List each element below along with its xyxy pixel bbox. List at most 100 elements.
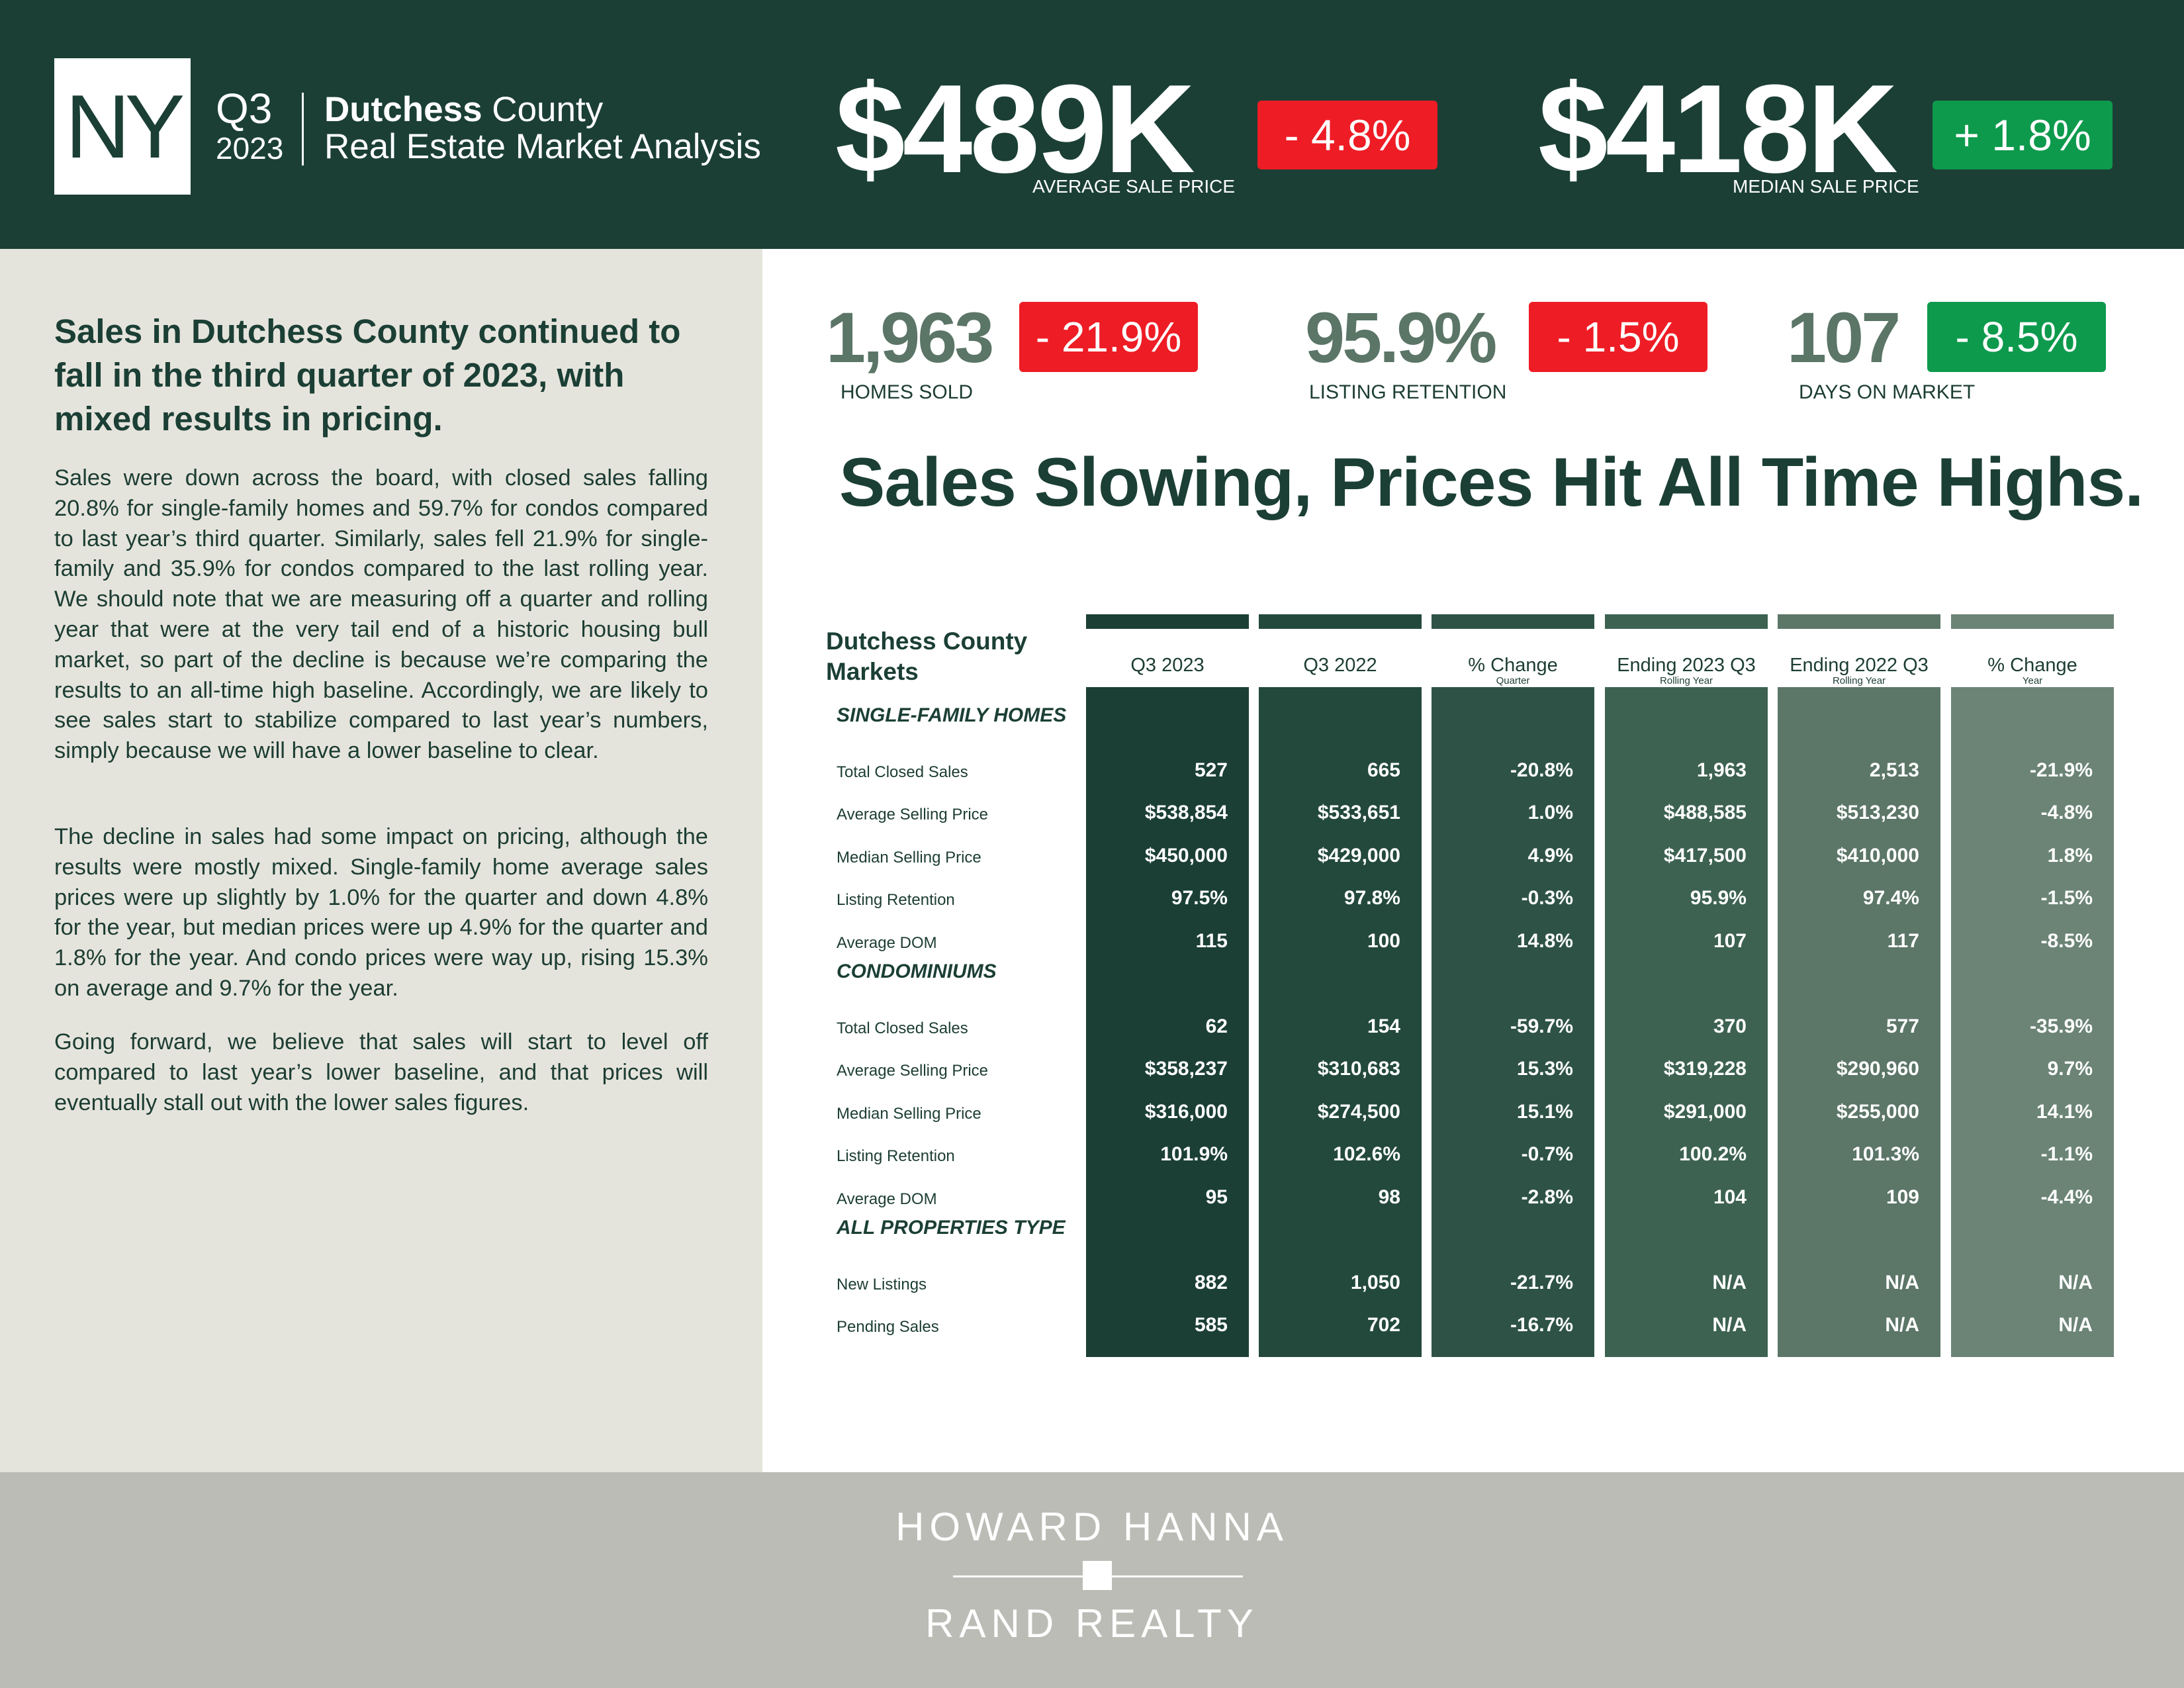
column-top-bar bbox=[1259, 614, 1422, 629]
county-name: Dutchess bbox=[324, 90, 482, 129]
table-cell: 1.0% bbox=[1527, 802, 1573, 823]
table-cell: 117 bbox=[1887, 929, 1919, 952]
column-body: 665 $533,651 $429,000 97.8% 100 154 $310,683 $2… bbox=[1259, 687, 1422, 1357]
body-paragraph-3: Going forward, we believe that sales wil… bbox=[54, 1029, 708, 1115]
row-label: Pending Sales bbox=[837, 1318, 939, 1336]
table-cell: 97.5% bbox=[1171, 887, 1228, 909]
table-column-1: Q3 2023 527 $538,854 $450,000 97.5% 115 62 $358… bbox=[1086, 614, 1249, 1357]
column-header: % Change Quarter bbox=[1432, 629, 1594, 686]
table-cell: 4.9% bbox=[1527, 844, 1573, 867]
state-abbr: NY bbox=[65, 76, 185, 177]
column-header-label: Ending 2023 Q3 bbox=[1617, 655, 1756, 676]
table-cell: -0.7% bbox=[1521, 1143, 1573, 1165]
report-subtitle: Real Estate Market Analysis bbox=[324, 127, 761, 166]
header-divider bbox=[302, 93, 304, 165]
row-label: Average DOM bbox=[837, 1190, 937, 1208]
table-column-2: Q3 2022 665 $533,651 $429,000 97.8% 100 154 $31… bbox=[1259, 614, 1422, 1357]
column-header-sublabel: Quarter bbox=[1496, 675, 1530, 686]
table-cell: $291,000 bbox=[1663, 1100, 1747, 1123]
table-cell: $316,000 bbox=[1144, 1100, 1228, 1123]
column-header: Ending 2023 Q3 Rolling Year bbox=[1605, 629, 1768, 686]
days-on-market-change-badge: - 8.5% bbox=[1927, 302, 2106, 372]
table-cell: $488,585 bbox=[1663, 802, 1747, 823]
listing-retention-change-badge: - 1.5% bbox=[1529, 302, 1707, 372]
row-label: New Listings bbox=[837, 1275, 927, 1293]
table-cell: 1,050 bbox=[1350, 1271, 1400, 1293]
table-title: Dutchess County Markets bbox=[826, 626, 1027, 687]
section-heading: SINGLE-FAMILY HOMES bbox=[837, 704, 1067, 726]
quarter-block: Q3 2023 bbox=[216, 87, 283, 167]
column-header: % Change Year bbox=[1951, 629, 2114, 686]
column-top-bar bbox=[1432, 614, 1594, 629]
table-cell: -21.7% bbox=[1510, 1271, 1573, 1293]
row-label: Total Closed Sales bbox=[837, 763, 968, 781]
table-cell: 100.2% bbox=[1679, 1143, 1747, 1165]
table-cell: 97.8% bbox=[1343, 887, 1400, 909]
row-label: Total Closed Sales bbox=[837, 1019, 968, 1037]
county-suffix: County bbox=[482, 90, 604, 129]
column-header-label: Ending 2022 Q3 bbox=[1790, 655, 1929, 676]
table-title-line-2: Markets bbox=[826, 658, 919, 685]
table-cell: $255,000 bbox=[1836, 1100, 1919, 1123]
column-body: 527 $538,854 $450,000 97.5% 115 62 $358,237 $31… bbox=[1086, 687, 1249, 1357]
table-column-6: % Change Year -21.9% -4.8% 1.8% -1.5% -8.5% -35… bbox=[1951, 614, 2114, 1357]
table-cell: 15.3% bbox=[1516, 1058, 1573, 1080]
table-cell: N/A bbox=[1885, 1314, 1919, 1336]
column-header: Ending 2022 Q3 Rolling Year bbox=[1778, 629, 1940, 686]
table-cell: 577 bbox=[1886, 1015, 1919, 1037]
days-on-market-label: DAYS ON MARKET bbox=[1799, 381, 1976, 403]
table-cell: 1.8% bbox=[2047, 844, 2093, 867]
table-cell: $513,230 bbox=[1836, 802, 1919, 823]
homes-sold-change-badge: - 21.9% bbox=[1019, 302, 1198, 372]
median-sale-price-value: $418K bbox=[1538, 59, 1898, 199]
table-cell: 665 bbox=[1367, 759, 1400, 781]
brand-name-line-1: HOWARD HANNA bbox=[895, 1505, 1289, 1549]
row-label: Median Selling Price bbox=[837, 848, 981, 867]
table-cell: 702 bbox=[1367, 1314, 1400, 1336]
row-label: Average Selling Price bbox=[837, 1062, 989, 1080]
table-cell: $290,960 bbox=[1836, 1058, 1919, 1080]
table-cell: 102.6% bbox=[1333, 1143, 1400, 1165]
table-cell: $533,651 bbox=[1317, 802, 1400, 823]
column-body: -20.8% 1.0% 4.9% -0.3% 14.8% -59.7% 15.3% 15.1%… bbox=[1432, 687, 1594, 1357]
column-top-bar bbox=[1086, 614, 1249, 629]
table-cell: -1.5% bbox=[2040, 887, 2093, 909]
table-cell: $274,500 bbox=[1317, 1100, 1400, 1123]
table-cell: -16.7% bbox=[1510, 1314, 1573, 1336]
table-cell: 1,963 bbox=[1696, 759, 1747, 781]
table-cell: 14.1% bbox=[2036, 1100, 2093, 1123]
table-column-5: Ending 2022 Q3 Rolling Year 2,513 $513,230 $… bbox=[1778, 614, 1940, 1357]
table-cell: 104 bbox=[1713, 1186, 1747, 1208]
lead-paragraph: Sales in Dutchess County continued to fa… bbox=[54, 312, 681, 438]
table-cell: -35.9% bbox=[2029, 1015, 2093, 1037]
average-sale-price-change-badge: - 4.8% bbox=[1257, 101, 1437, 169]
table-cell: -2.8% bbox=[1521, 1186, 1573, 1208]
table-cell: 882 bbox=[1194, 1271, 1228, 1293]
days-on-market-stat: 107 DAYS ON MARKET bbox=[1787, 302, 1975, 404]
table-cell: 95.9% bbox=[1690, 887, 1747, 909]
average-sale-price-stat: $489K AVERAGE SALE PRICE bbox=[835, 59, 1235, 199]
commentary-panel: Sales in Dutchess County continued to fa… bbox=[0, 249, 762, 1472]
header-band: NY Q3 2023 Dutchess County Real Estate M… bbox=[0, 0, 2184, 249]
table-cell: 9.7% bbox=[2047, 1058, 2093, 1080]
year-label: 2023 bbox=[216, 131, 284, 165]
table-cell: $450,000 bbox=[1144, 844, 1228, 867]
median-sale-price-label: MEDIAN SALE PRICE bbox=[1733, 176, 1919, 197]
column-body: 2,513 $513,230 $410,000 97.4% 117 577 $290,960… bbox=[1778, 687, 1940, 1357]
table-cell: 95 bbox=[1205, 1186, 1228, 1208]
table-cell: 154 bbox=[1367, 1015, 1400, 1037]
homes-sold-value: 1,963 bbox=[826, 297, 994, 377]
state-logo: NY bbox=[54, 58, 191, 195]
table-cell: $429,000 bbox=[1317, 844, 1400, 867]
table-cell: -1.1% bbox=[2040, 1143, 2093, 1165]
column-header-sublabel: Year bbox=[2022, 675, 2043, 686]
table-cell: 101.3% bbox=[1852, 1143, 1919, 1165]
average-sale-price-value: $489K bbox=[835, 59, 1195, 199]
table-cell: 98 bbox=[1378, 1186, 1400, 1208]
row-label: Average DOM bbox=[837, 933, 937, 952]
table-cell: -4.4% bbox=[2040, 1186, 2093, 1208]
table-cell: $538,854 bbox=[1144, 802, 1228, 823]
table-cell: -59.7% bbox=[1510, 1015, 1573, 1037]
headline: Sales Slowing, Prices Hit All Time Highs… bbox=[839, 444, 2144, 521]
homes-sold-stat: 1,963 HOMES SOLD bbox=[826, 297, 994, 404]
